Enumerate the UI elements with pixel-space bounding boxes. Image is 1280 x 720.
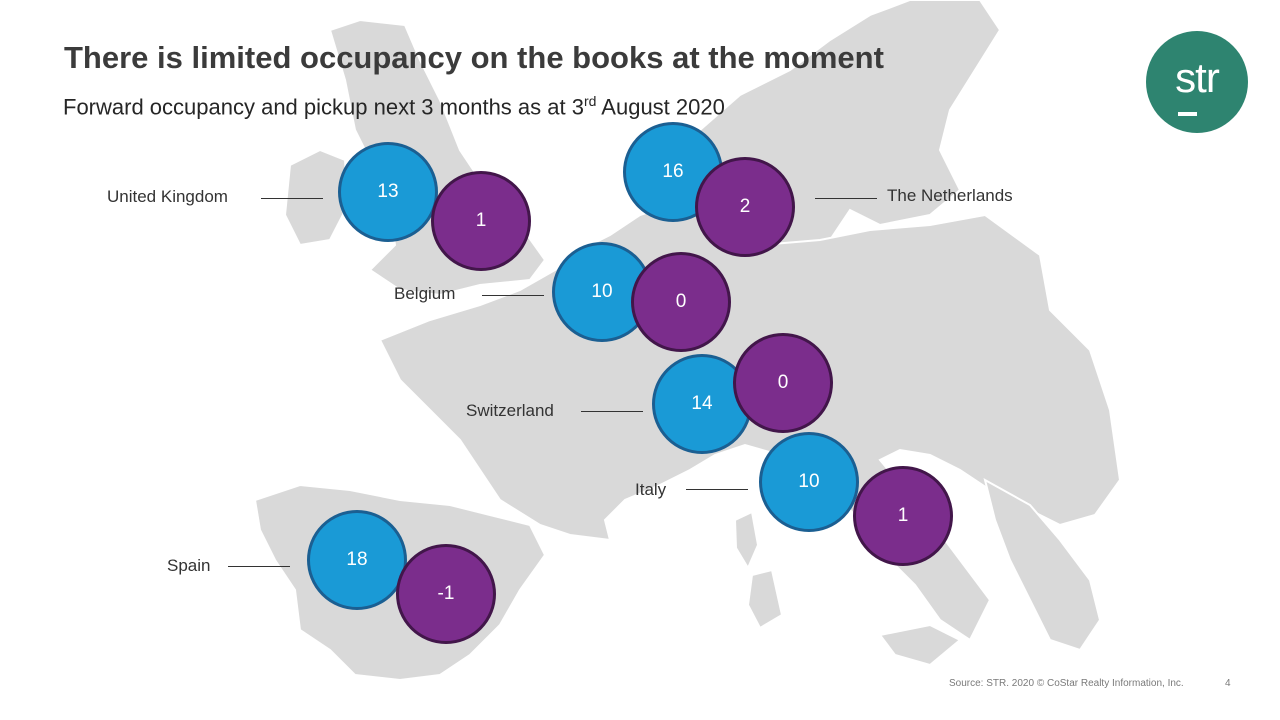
pickup-bubble-netherlands: 2 — [695, 157, 795, 257]
pickup-bubble-italy: 1 — [853, 466, 953, 566]
country-label-italy: Italy — [635, 480, 667, 499]
country-label-netherlands: The Netherlands — [887, 186, 1013, 205]
subtitle-date: August 2020 — [596, 94, 725, 120]
leader-line-uk — [261, 198, 323, 199]
subtitle-text: Forward occupancy and pickup next 3 mont… — [63, 94, 584, 120]
pickup-bubble-belgium: 0 — [631, 252, 731, 352]
pickup-bubble-uk: 1 — [431, 171, 531, 271]
logo-text: str — [1175, 54, 1220, 101]
leader-line-spain — [228, 566, 290, 567]
pickup-bubble-spain: -1 — [396, 544, 496, 644]
subtitle-superscript: rd — [583, 93, 597, 109]
leader-line-switzerland — [581, 411, 643, 412]
page-number: 4 — [1225, 678, 1231, 689]
occupancy-bubble-uk: 13 — [338, 142, 438, 242]
pickup-bubble-switzerland: 0 — [733, 333, 833, 433]
country-label-spain: Spain — [167, 556, 211, 575]
leader-line-belgium — [482, 295, 544, 296]
source-footnote: Source: STR. 2020 © CoStar Realty Inform… — [949, 678, 1184, 689]
country-label-switzerland: Switzerland — [466, 401, 554, 420]
occupancy-bubble-spain: 18 — [307, 510, 407, 610]
page-subtitle: Forward occupancy and pickup next 3 mont… — [63, 93, 725, 120]
leader-line-italy — [686, 489, 748, 490]
logo-underline — [1178, 112, 1197, 116]
str-logo: str — [1146, 31, 1248, 133]
page-title: There is limited occupancy on the books … — [64, 40, 884, 75]
leader-line-netherlands — [815, 198, 877, 199]
country-label-belgium: Belgium — [394, 284, 456, 303]
occupancy-bubble-italy: 10 — [759, 432, 859, 532]
country-label-uk: United Kingdom — [107, 187, 228, 206]
